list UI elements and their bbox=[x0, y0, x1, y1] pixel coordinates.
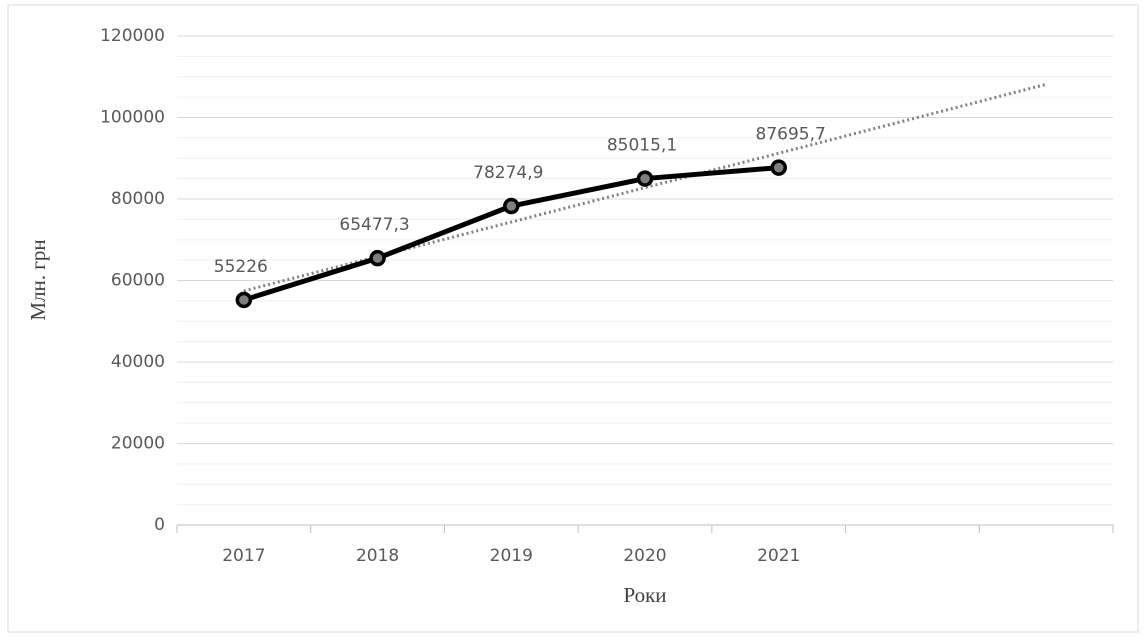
y-tick-label: 20000 bbox=[111, 434, 165, 454]
data-point bbox=[369, 249, 386, 267]
data-label: 55226 bbox=[214, 257, 268, 277]
trendline bbox=[243, 82, 1047, 293]
x-tick-label: 2017 bbox=[222, 546, 265, 566]
data-point bbox=[503, 197, 520, 215]
data-point bbox=[636, 170, 654, 187]
data-point bbox=[770, 159, 787, 176]
data-label: 85015,1 bbox=[607, 136, 677, 156]
x-tick-label: 2018 bbox=[356, 546, 399, 566]
chart-frame bbox=[7, 4, 1139, 633]
y-tick-label: 40000 bbox=[111, 352, 165, 372]
x-tick-label: 2020 bbox=[623, 546, 666, 566]
y-tick-label: 120000 bbox=[100, 26, 165, 46]
x-axis-label: Роки bbox=[623, 583, 666, 607]
x-tick-label: 2019 bbox=[490, 546, 533, 566]
x-tick-label: 2021 bbox=[757, 546, 800, 566]
data-label: 65477,3 bbox=[339, 215, 409, 235]
y-tick-label: 60000 bbox=[111, 271, 165, 291]
y-tick-label: 80000 bbox=[111, 189, 165, 209]
y-axis-label: Млн. грн bbox=[26, 239, 50, 320]
data-label: 78274,9 bbox=[473, 163, 543, 183]
data-point bbox=[235, 291, 253, 309]
data-label: 87695,7 bbox=[756, 125, 826, 145]
y-tick-label: 0 bbox=[154, 515, 165, 535]
y-tick-label: 100000 bbox=[100, 108, 165, 128]
